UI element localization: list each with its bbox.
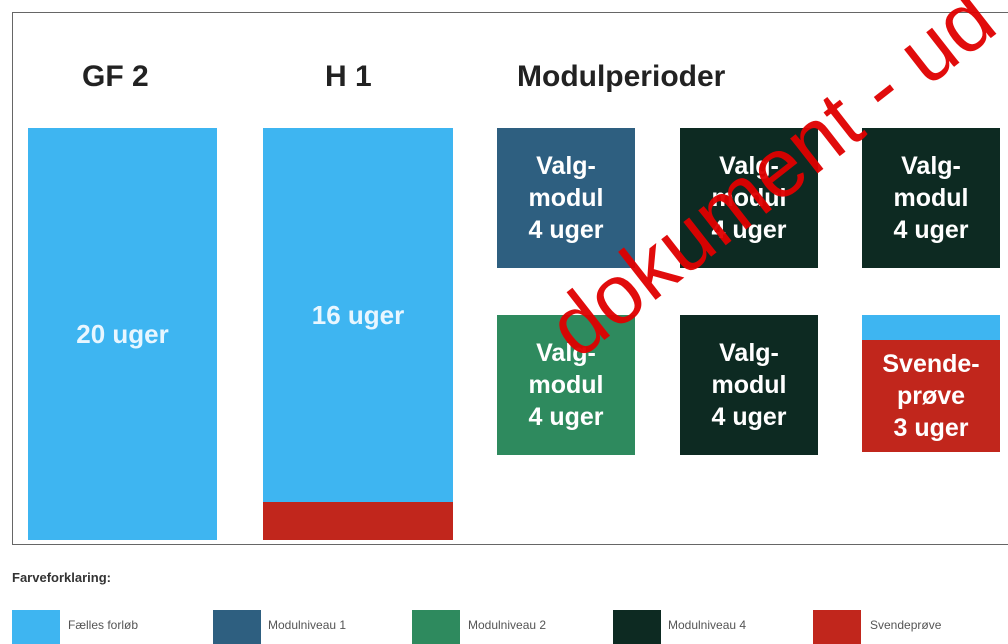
module-line: modul — [528, 184, 604, 212]
module-box: Valg-modul 4 uger — [862, 128, 1000, 268]
module-line: 3 uger — [893, 414, 969, 442]
module-line: 4 uger — [711, 216, 787, 244]
module-line: modul — [528, 371, 604, 399]
header: Modulperioder — [517, 60, 726, 93]
module-line: modul — [893, 184, 969, 212]
module-line: Valg- — [536, 152, 596, 180]
legend-label: Fælles forløb — [68, 618, 139, 632]
module-line: Svende- — [882, 350, 980, 378]
h1-block: 16 uger — [263, 128, 453, 502]
swatch — [412, 610, 460, 644]
module-line: modul — [711, 371, 787, 399]
block-label: 16 uger — [311, 299, 405, 330]
swatch — [12, 610, 60, 644]
module-line: 4 uger — [528, 403, 604, 431]
module-box: Valg-modul 4 uger — [680, 315, 818, 455]
module-box: Valg-modul 4 uger — [497, 315, 635, 455]
module-line: Valg- — [901, 152, 961, 180]
module-box: Svende-prøve 3 uger — [862, 340, 1000, 452]
header: GF 2 — [82, 60, 149, 93]
module-line: modul — [711, 184, 787, 212]
frame — [12, 12, 1008, 545]
module-line: Valg- — [536, 339, 596, 367]
module-line: 4 uger — [711, 403, 787, 431]
swatch — [813, 610, 861, 644]
header: H 1 — [325, 60, 372, 93]
module-line: Valg- — [719, 339, 779, 367]
swatch — [613, 610, 661, 644]
module-line: prøve — [896, 382, 966, 410]
legend-label: Modulniveau 1 — [268, 618, 347, 632]
gf2-block: 20 uger — [28, 128, 217, 540]
module-line: Valg- — [719, 152, 779, 180]
legend-label: Modulniveau 4 — [668, 618, 747, 632]
legend-label: Modulniveau 2 — [468, 618, 547, 632]
legend-label: Svendeprøve — [870, 618, 942, 632]
swatch — [213, 610, 261, 644]
module-line: 4 uger — [893, 216, 969, 244]
block-label: 20 uger — [76, 318, 169, 349]
h1-exam — [263, 502, 453, 540]
strip — [862, 315, 1000, 340]
module-line: 4 uger — [528, 216, 604, 244]
module-box: Valg-modul 4 uger — [497, 128, 635, 268]
module-box: Valg-modul 4 uger — [680, 128, 818, 268]
legend-title: Farveforklaring: — [12, 570, 111, 585]
